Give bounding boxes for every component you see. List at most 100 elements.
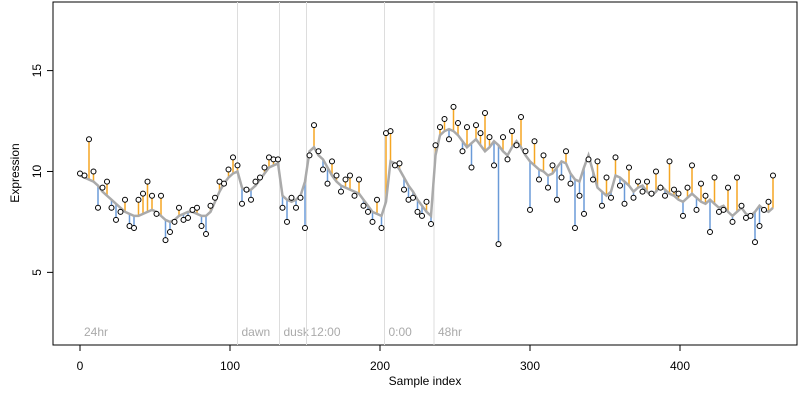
point xyxy=(423,198,430,205)
plot-frame xyxy=(52,1,798,346)
point xyxy=(108,204,115,211)
point xyxy=(747,212,754,219)
point xyxy=(86,136,92,143)
point xyxy=(590,176,596,183)
x-tick-label: 400 xyxy=(670,359,690,373)
point xyxy=(680,212,686,219)
point xyxy=(626,164,632,171)
point xyxy=(684,184,691,191)
point xyxy=(572,224,578,231)
point xyxy=(603,174,610,181)
point xyxy=(738,202,745,209)
point xyxy=(167,229,173,236)
point xyxy=(527,206,533,213)
point xyxy=(518,114,524,121)
point xyxy=(576,192,583,199)
point xyxy=(617,182,623,189)
point xyxy=(90,168,97,175)
point xyxy=(729,218,736,225)
point xyxy=(203,231,209,238)
point xyxy=(243,186,250,193)
event-label: 0:00 xyxy=(389,325,413,339)
point xyxy=(410,194,416,201)
point xyxy=(441,116,448,123)
y-tick-label: 15 xyxy=(30,64,44,78)
point xyxy=(540,152,547,159)
point xyxy=(585,156,592,163)
point xyxy=(599,202,605,209)
point xyxy=(284,218,290,225)
point xyxy=(554,196,560,203)
point xyxy=(437,124,443,131)
point xyxy=(135,196,142,203)
point xyxy=(351,192,358,199)
point xyxy=(653,168,659,175)
point xyxy=(675,190,682,197)
event-label: dusk xyxy=(284,325,310,339)
point xyxy=(185,214,191,221)
point xyxy=(648,190,655,197)
point xyxy=(693,206,700,213)
point xyxy=(306,152,313,159)
point xyxy=(81,172,88,179)
point xyxy=(275,156,281,163)
point xyxy=(509,128,515,135)
point xyxy=(770,172,776,179)
point xyxy=(491,162,497,169)
point xyxy=(612,154,619,161)
point xyxy=(428,220,434,227)
point xyxy=(563,148,569,155)
point xyxy=(144,178,151,185)
point xyxy=(176,204,182,211)
point xyxy=(221,180,227,187)
point xyxy=(581,210,587,217)
point xyxy=(531,138,538,145)
point xyxy=(387,128,394,135)
point xyxy=(329,158,335,165)
point xyxy=(297,194,304,201)
point xyxy=(707,229,713,236)
point xyxy=(756,222,763,229)
point xyxy=(671,186,677,193)
point xyxy=(401,186,407,193)
point xyxy=(450,103,457,110)
point xyxy=(365,208,371,215)
y-tick-label: 10 xyxy=(30,164,44,178)
point xyxy=(711,174,718,181)
point xyxy=(311,122,317,129)
event-label: dawn xyxy=(242,325,271,339)
point xyxy=(414,208,421,215)
point xyxy=(113,216,119,223)
point xyxy=(342,176,349,183)
point xyxy=(734,174,740,181)
point xyxy=(761,206,767,213)
point xyxy=(293,204,299,211)
point xyxy=(486,134,493,141)
point xyxy=(513,142,520,149)
point xyxy=(234,162,241,169)
point xyxy=(347,172,353,179)
point xyxy=(689,162,695,169)
point xyxy=(396,160,403,167)
point xyxy=(455,120,461,127)
point xyxy=(212,194,218,201)
point xyxy=(333,172,340,179)
point xyxy=(279,204,286,211)
point xyxy=(473,122,479,129)
point xyxy=(725,184,731,191)
point xyxy=(153,210,160,217)
fitted-line xyxy=(79,127,774,224)
point xyxy=(644,178,650,185)
y-axis-label: Expression xyxy=(8,143,22,202)
point xyxy=(378,224,385,231)
point xyxy=(360,202,367,209)
point xyxy=(635,178,641,185)
point xyxy=(536,176,542,183)
point xyxy=(459,148,466,155)
point xyxy=(239,200,245,207)
point xyxy=(446,136,452,143)
point xyxy=(149,192,155,199)
point xyxy=(171,218,178,225)
point xyxy=(500,134,506,141)
point xyxy=(666,158,673,165)
